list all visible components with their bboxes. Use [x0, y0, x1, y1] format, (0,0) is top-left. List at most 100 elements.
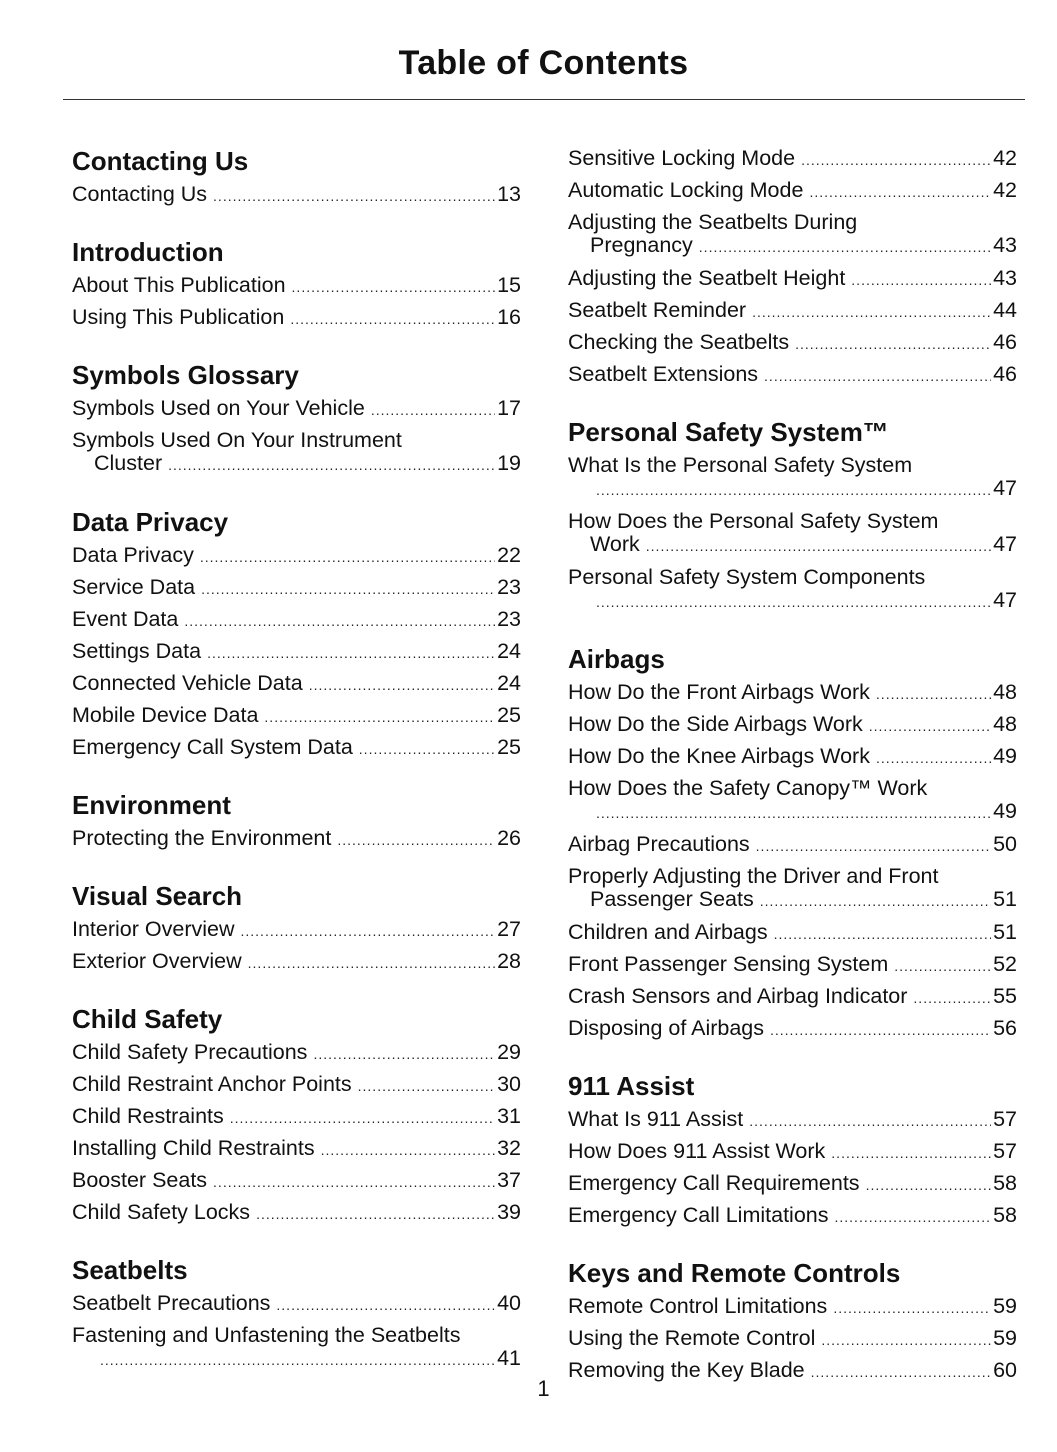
toc-entry[interactable]: Booster Seats 37: [72, 1165, 521, 1197]
entry-title: Seatbelt Precautions: [72, 1291, 271, 1315]
entry-page: 58: [993, 1171, 1017, 1195]
toc-section: Introduction About This Publication 15 Usin…: [72, 234, 521, 334]
dot-leader: [646, 535, 991, 558]
toc-entry[interactable]: Child Restraint Anchor Points 30: [72, 1069, 521, 1101]
toc-entry[interactable]: How Does the Safety Canopy™ Work 49: [568, 773, 1017, 829]
entry-page: 48: [993, 712, 1017, 736]
dot-leader: [831, 1138, 991, 1168]
toc-entry[interactable]: How Do the Front Airbags Work 48: [568, 677, 1017, 709]
entry-title: Exterior Overview: [72, 949, 242, 973]
toc-entry[interactable]: Emergency Call System Data 25: [72, 732, 521, 764]
entry-title: Settings Data: [72, 639, 202, 663]
toc-entry[interactable]: Removing the Key Blade 60: [568, 1355, 1017, 1387]
toc-entry[interactable]: Installing Child Restraints 32: [72, 1133, 521, 1165]
entry-title: Child Safety Precautions: [72, 1040, 308, 1064]
dot-leader: [213, 181, 495, 211]
toc-entry[interactable]: Using This Publication 16: [72, 302, 521, 334]
toc-entry[interactable]: Contacting Us 13: [72, 179, 521, 211]
toc-entry[interactable]: Child Restraints 31: [72, 1101, 521, 1133]
entry-page: 59: [993, 1294, 1017, 1318]
toc-section: Keys and Remote Controls Remote Control L…: [568, 1255, 1017, 1387]
toc-entry[interactable]: Automatic Locking Mode 42: [568, 175, 1017, 207]
entry-title-continuation: Passenger Seats: [590, 887, 754, 911]
dot-leader: [290, 304, 495, 334]
dot-leader: [230, 1103, 495, 1133]
toc-entry[interactable]: Front Passenger Sensing System 52: [568, 949, 1017, 981]
dot-leader: [313, 1039, 495, 1069]
toc-entry[interactable]: Seatbelt Reminder 44: [568, 295, 1017, 327]
toc-entry[interactable]: How Does 911 Assist Work 57: [568, 1136, 1017, 1168]
toc-entry[interactable]: Remote Control Limitations 59: [568, 1291, 1017, 1323]
toc-entry[interactable]: Crash Sensors and Airbag Indicator 55: [568, 981, 1017, 1013]
toc-entry[interactable]: Using the Remote Control 59: [568, 1323, 1017, 1355]
toc-entry[interactable]: Emergency Call Requirements 58: [568, 1168, 1017, 1200]
entry-page: 60: [993, 1358, 1017, 1382]
entry-row: Connected Vehicle Data 24: [72, 668, 521, 700]
toc-entry[interactable]: Seatbelt Extensions 46: [568, 359, 1017, 391]
entry-page: 23: [497, 607, 521, 631]
entry-title: Emergency Call System Data: [72, 735, 353, 759]
toc-entry[interactable]: Data Privacy 22: [72, 540, 521, 572]
entry-title: Booster Seats: [72, 1168, 208, 1192]
toc-entry[interactable]: Disposing of Airbags 56: [568, 1013, 1017, 1045]
toc-entry[interactable]: Symbols Used on Your Vehicle 17: [72, 393, 521, 425]
entry-row: Disposing of Airbags 56: [568, 1013, 1017, 1045]
entry-title: Emergency Call Limitations: [568, 1203, 829, 1227]
entry-title-continuation: Cluster: [94, 451, 163, 475]
entry-row: Service Data 23: [72, 572, 521, 604]
entry-title: Child Safety Locks: [72, 1200, 251, 1224]
toc-entry[interactable]: Event Data 23: [72, 604, 521, 636]
entry-title: Removing the Key Blade: [568, 1358, 805, 1382]
entry-page: 51: [993, 920, 1017, 944]
entry-page: 23: [497, 575, 521, 599]
toc-entry[interactable]: Airbag Precautions 50: [568, 829, 1017, 861]
entry-title: Using This Publication: [72, 305, 285, 329]
toc-entry[interactable]: Child Safety Locks 39: [72, 1197, 521, 1229]
toc-entry[interactable]: Adjusting the Seatbelt Height 43: [568, 263, 1017, 295]
toc-entry[interactable]: Seatbelt Precautions 40: [72, 1288, 521, 1320]
entry-row: Using the Remote Control 59: [568, 1323, 1017, 1355]
toc-entry[interactable]: Interior Overview 27: [72, 914, 521, 946]
dot-leader: [309, 670, 495, 700]
entry-title: Seatbelt Reminder: [568, 298, 747, 322]
toc-column-left: Contacting Us Contacting Us 13 Introduction…: [72, 143, 521, 1399]
toc-section: Data Privacy Data Privacy 22 Service Data 23…: [72, 504, 521, 764]
toc-entry[interactable]: What Is the Personal Safety System 47: [568, 450, 1017, 506]
toc-entry[interactable]: What Is 911 Assist 57: [568, 1104, 1017, 1136]
section-heading: Keys and Remote Controls: [568, 1258, 901, 1288]
toc-entry[interactable]: About This Publication 15: [72, 270, 521, 302]
entry-page: 16: [497, 305, 521, 329]
toc-entry[interactable]: Service Data 23: [72, 572, 521, 604]
toc-entry[interactable]: Settings Data 24: [72, 636, 521, 668]
toc-entry[interactable]: Mobile Device Data 25: [72, 700, 521, 732]
toc-entry[interactable]: Emergency Call Limitations 58: [568, 1200, 1017, 1232]
dot-leader: [200, 542, 495, 572]
entry-title: How Does 911 Assist Work: [568, 1139, 826, 1163]
dot-leader: [851, 265, 991, 295]
entry-row: Child Safety Locks 39: [72, 1197, 521, 1229]
toc-entry[interactable]: Fastening and Unfastening the Seatbelts 4…: [72, 1320, 521, 1376]
dot-leader: [774, 919, 991, 949]
entry-title: Contacting Us: [72, 182, 208, 206]
toc-entry[interactable]: Personal Safety System Components 47: [568, 562, 1017, 618]
dot-leader: [321, 1135, 495, 1165]
dot-leader: [264, 702, 495, 732]
entry-title: Symbols Used on Your Vehicle: [72, 396, 365, 420]
section-heading: 911 Assist: [568, 1071, 695, 1101]
toc-entry[interactable]: Child Safety Precautions 29: [72, 1037, 521, 1069]
toc-entry[interactable]: How Do the Side Airbags Work 48: [568, 709, 1017, 741]
toc-entry[interactable]: Children and Airbags 51: [568, 917, 1017, 949]
toc-entry[interactable]: Sensitive Locking Mode 42: [568, 143, 1017, 175]
entry-page: 29: [497, 1040, 521, 1064]
toc-entry[interactable]: Exterior Overview 28: [72, 946, 521, 978]
entry-row: Event Data 23: [72, 604, 521, 636]
toc-entry[interactable]: Properly Adjusting the Driver and Front P…: [568, 861, 1017, 917]
toc-entry[interactable]: How Do the Knee Airbags Work 49: [568, 741, 1017, 773]
entry-page: 52: [993, 952, 1017, 976]
toc-entry[interactable]: Connected Vehicle Data 24: [72, 668, 521, 700]
toc-entry[interactable]: Protecting the Environment 26: [72, 823, 521, 855]
toc-entry[interactable]: Checking the Seatbelts 46: [568, 327, 1017, 359]
